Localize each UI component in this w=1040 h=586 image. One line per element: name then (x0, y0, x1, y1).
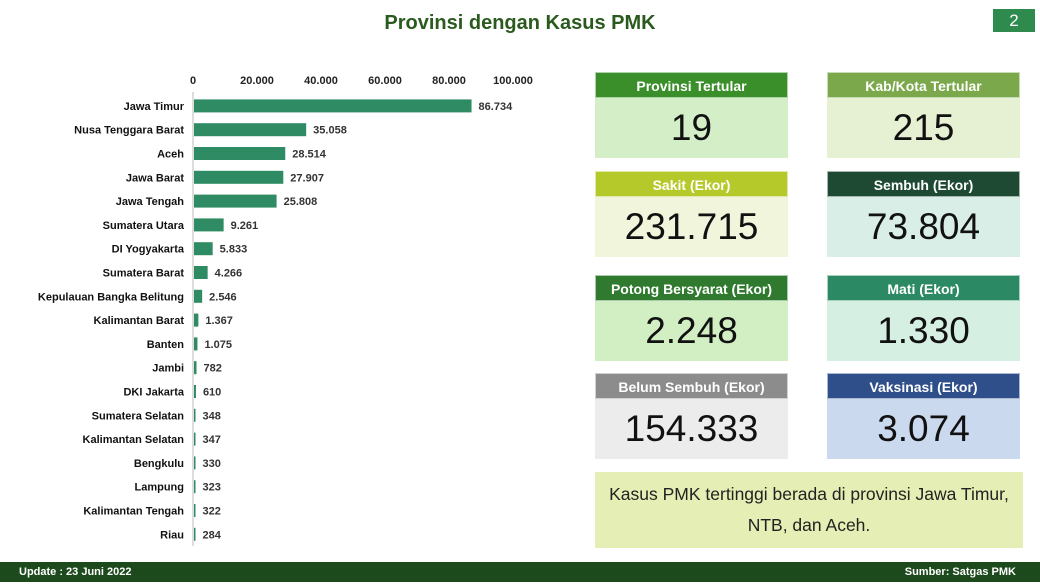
bar (194, 313, 199, 327)
data-label: 2.546 (209, 291, 237, 303)
bar (194, 361, 197, 375)
category-label: DI Yogyakarta (112, 244, 185, 256)
bar (194, 527, 196, 541)
category-label: Lampung (135, 482, 185, 494)
x-tick-label: 80.000 (432, 75, 466, 87)
bar (194, 266, 208, 279)
bar (194, 408, 196, 422)
stat-value: 19 (595, 98, 788, 158)
stat-value: 1.330 (827, 301, 1020, 361)
update-date: Update : 23 Juni 2022 (19, 566, 132, 578)
x-tick-label: 0 (190, 75, 196, 87)
stat-value: 73.804 (827, 197, 1020, 257)
stat-card-potong-bersyarat: Potong Bersyarat (Ekor) 2.248 (595, 275, 788, 361)
stat-card-kab-kota-tertular: Kab/Kota Tertular 215 (827, 72, 1020, 158)
category-label: Jawa Barat (126, 172, 184, 184)
data-label: 86.734 (479, 101, 514, 113)
data-label: 322 (203, 506, 221, 518)
category-label: Sumatera Barat (103, 268, 185, 280)
category-label: Jambi (152, 363, 184, 375)
data-label: 323 (203, 482, 221, 494)
category-label: Aceh (157, 149, 184, 161)
x-tick-label: 40.000 (304, 75, 338, 87)
summary-note: Kasus PMK tertinggi berada di provinsi J… (595, 472, 1023, 548)
category-label: Kepulauan Bangka Belitung (38, 291, 184, 303)
stat-label: Belum Sembuh (Ekor) (595, 373, 788, 399)
category-label: Sumatera Utara (103, 220, 185, 232)
bar (194, 504, 196, 517)
bar (194, 99, 472, 113)
stat-card-mati: Mati (Ekor) 1.330 (827, 275, 1020, 361)
bar (194, 147, 286, 160)
data-label: 27.907 (290, 172, 324, 184)
stat-value: 231.715 (595, 197, 788, 257)
bar (194, 242, 213, 256)
data-label: 284 (203, 529, 222, 541)
data-label: 782 (204, 363, 222, 375)
stat-card-sembuh: Sembuh (Ekor) 73.804 (827, 171, 1020, 257)
footer-bar: Update : 23 Juni 2022 Sumber: Satgas PMK (0, 562, 1040, 582)
bar (194, 432, 196, 446)
stat-label: Kab/Kota Tertular (827, 72, 1020, 98)
stat-label: Provinsi Tertular (595, 72, 788, 98)
data-label: 9.261 (231, 220, 259, 232)
data-source: Sumber: Satgas PMK (904, 566, 1016, 578)
data-label: 330 (203, 458, 221, 470)
stat-card-sakit: Sakit (Ekor) 231.715 (595, 171, 788, 257)
category-label: Kalimantan Tengah (83, 506, 184, 518)
bar (194, 456, 196, 470)
stat-card-vaksinasi: Vaksinasi (Ekor) 3.074 (827, 373, 1020, 459)
category-label: Kalimantan Selatan (83, 434, 185, 446)
category-label: Jawa Tengah (116, 196, 185, 208)
bar (194, 170, 284, 184)
category-label: DKI Jakarta (123, 387, 184, 399)
category-label: Nusa Tenggara Barat (74, 125, 184, 137)
x-tick-label: 60.000 (368, 75, 402, 87)
bar (194, 337, 198, 351)
category-label: Bengkulu (134, 458, 184, 470)
bar (194, 289, 203, 303)
category-label: Jawa Timur (124, 101, 185, 113)
bar (194, 123, 307, 137)
category-label: Kalimantan Barat (94, 315, 185, 327)
data-label: 1.075 (204, 339, 232, 351)
stat-label: Vaksinasi (Ekor) (827, 373, 1020, 399)
data-label: 4.266 (215, 268, 243, 280)
data-label: 25.808 (284, 196, 318, 208)
bar (194, 194, 277, 208)
bar (194, 480, 196, 494)
bar (194, 385, 196, 398)
category-label: Riau (160, 529, 184, 541)
stat-value: 215 (827, 98, 1020, 158)
x-tick-label: 100.000 (493, 75, 533, 87)
bar (194, 218, 224, 232)
stat-value: 3.074 (827, 399, 1020, 459)
stat-card-provinsi-tertular: Provinsi Tertular 19 (595, 72, 788, 158)
province-cases-bar-chart: 0 20.000 40.000 60.000 80.000 100.000 Jawa Tim… (38, 75, 533, 546)
stat-value: 2.248 (595, 301, 788, 361)
data-label: 5.833 (220, 244, 248, 256)
category-label: Sumatera Selatan (92, 410, 185, 422)
x-tick-label: 20.000 (240, 75, 274, 87)
category-label: Banten (147, 339, 185, 351)
data-label: 347 (203, 434, 221, 446)
stat-label: Potong Bersyarat (Ekor) (595, 275, 788, 301)
data-label: 35.058 (313, 125, 347, 137)
data-label: 348 (203, 410, 221, 422)
data-label: 610 (203, 387, 221, 399)
page-number-badge: 2 (993, 9, 1035, 32)
data-label: 1.367 (205, 315, 233, 327)
stat-label: Sakit (Ekor) (595, 171, 788, 197)
stat-value: 154.333 (595, 399, 788, 459)
stat-label: Sembuh (Ekor) (827, 171, 1020, 197)
stat-card-belum-sembuh: Belum Sembuh (Ekor) 154.333 (595, 373, 788, 459)
page-title: Provinsi dengan Kasus PMK (384, 12, 656, 34)
stat-label: Mati (Ekor) (827, 275, 1020, 301)
data-label: 28.514 (292, 149, 327, 161)
